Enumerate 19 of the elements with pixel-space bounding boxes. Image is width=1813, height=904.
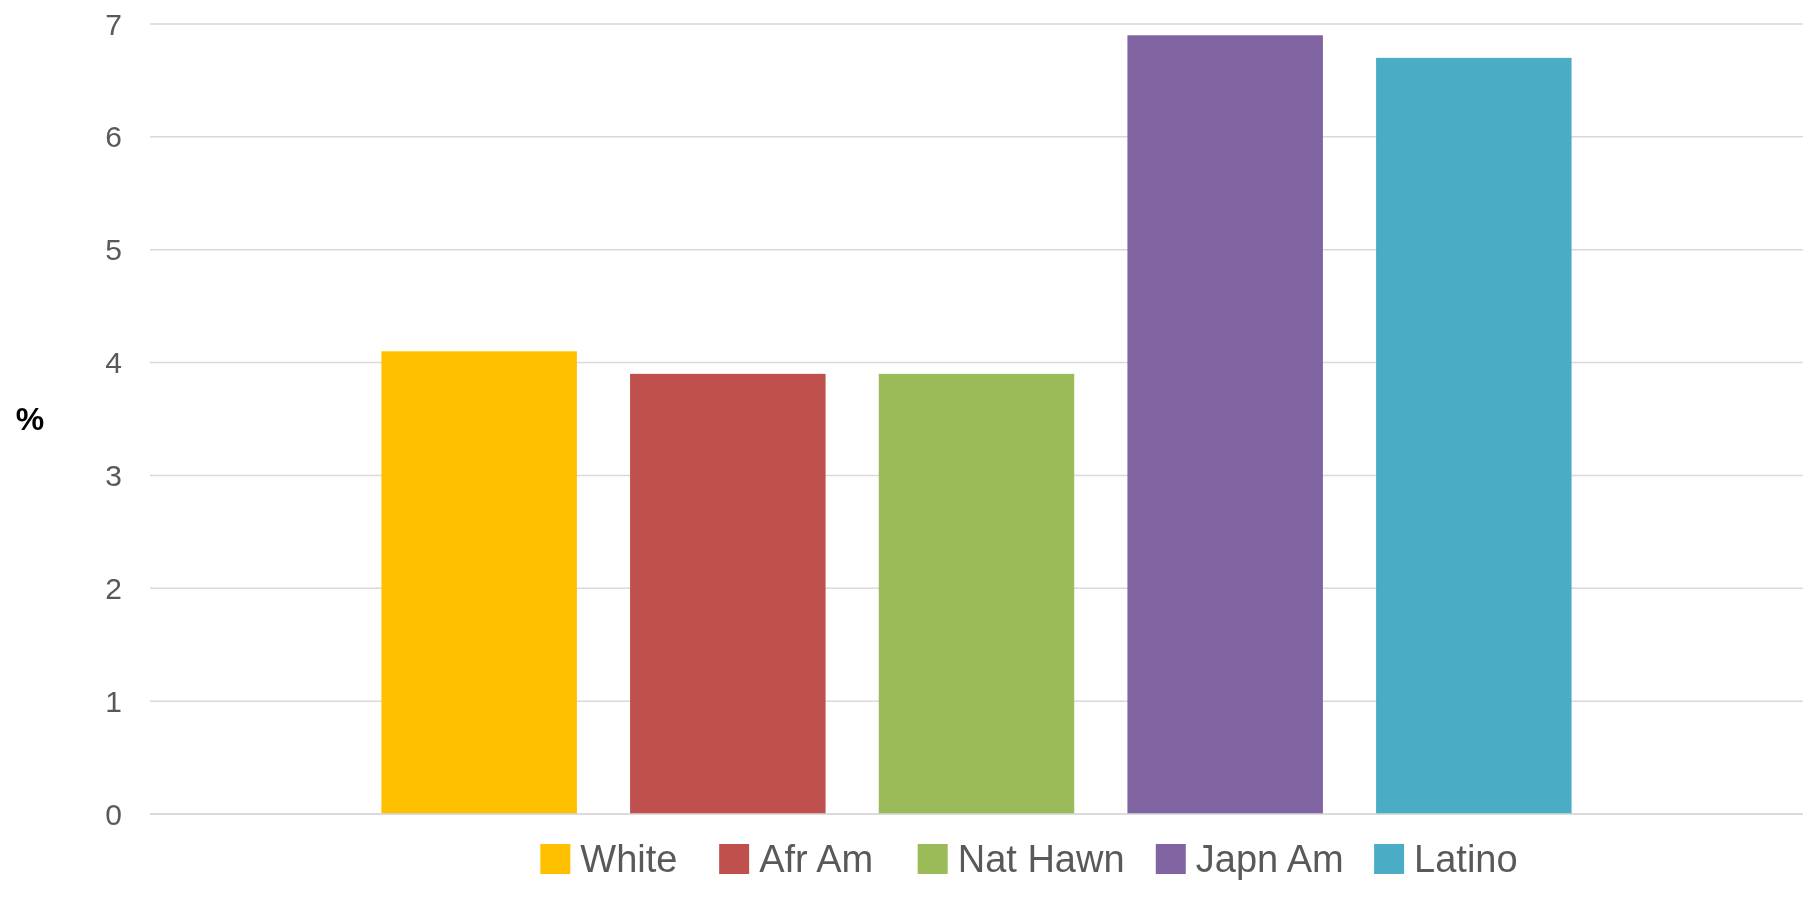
legend-label: Nat Hawn: [957, 838, 1125, 881]
legend-label: Afr Am: [759, 838, 874, 881]
legend-label: White: [580, 838, 678, 881]
legend-label: Japn Am: [1195, 838, 1344, 881]
y-tick-label: 7: [105, 7, 122, 41]
y-tick-label: 6: [105, 120, 122, 154]
bar: [630, 373, 826, 814]
y-tick-label: 4: [105, 346, 122, 380]
bar: [1376, 57, 1572, 814]
y-tick-label: 2: [105, 571, 122, 605]
bar: [878, 373, 1075, 814]
y-axis-title: %: [15, 401, 45, 438]
y-tick-label: 0: [105, 797, 122, 831]
bar: [381, 351, 577, 814]
y-tick-label: 5: [105, 233, 122, 267]
y-tick-label: 3: [105, 458, 122, 492]
bar: [1127, 35, 1323, 814]
y-tick-label: 1: [105, 684, 122, 718]
legend-label: Latino: [1414, 838, 1518, 881]
